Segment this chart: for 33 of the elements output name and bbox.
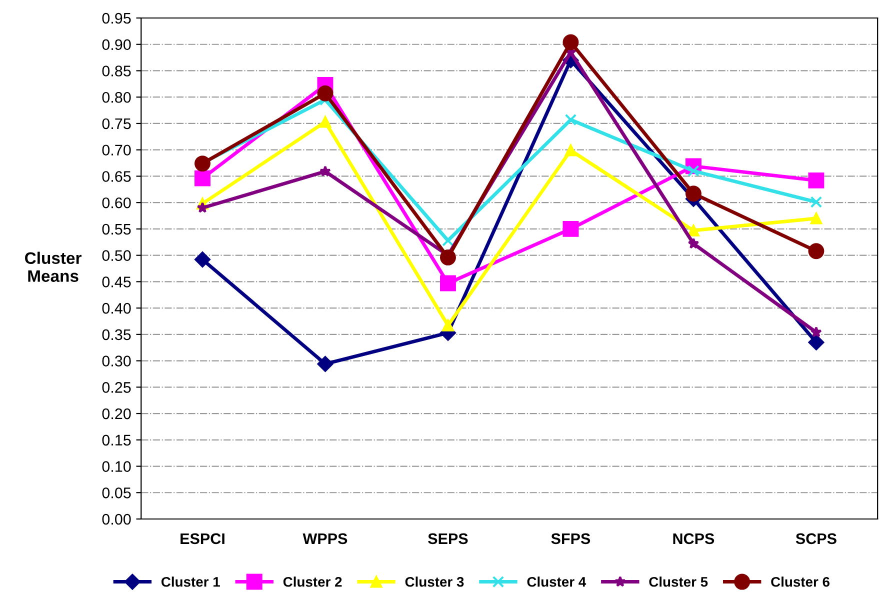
y-tick-label: 0.85: [102, 66, 131, 76]
y-tick-label: 0.90: [102, 39, 131, 50]
legend-label: Cluster 4: [527, 576, 586, 587]
x-tick-label: SFPS: [551, 533, 590, 544]
legend-label: Cluster 6: [771, 576, 830, 587]
y-tick-label: 0.70: [102, 144, 131, 156]
y-tick-label: 0.45: [102, 276, 131, 288]
legend-label: Cluster 1: [161, 576, 220, 587]
y-tick-label: 0.55: [102, 224, 131, 235]
y-axis-title: Cluster Means: [25, 252, 82, 282]
legend-label: Cluster 3: [405, 576, 464, 587]
legend-label: Cluster 5: [649, 576, 708, 587]
x-tick-label: WPPS: [302, 533, 348, 544]
y-tick-label: 0.15: [102, 434, 131, 446]
y-tick-label: 0.00: [102, 514, 131, 525]
x-tick-label: ESPCI: [180, 533, 224, 544]
y-tick-label: 0.10: [102, 461, 131, 472]
y-tick-label: 0.75: [102, 118, 131, 130]
y-tick-label: 0.20: [102, 408, 131, 420]
y-tick-label: 0.30: [102, 356, 131, 366]
y-tick-label: 0.80: [102, 92, 131, 103]
y-tick-label: 0.05: [102, 488, 131, 498]
y-tick-label: 0.50: [102, 250, 131, 261]
x-tick-label: NCPS: [673, 533, 714, 544]
y-tick-label: 0.95: [102, 12, 131, 24]
y-tick-label: 0.60: [102, 197, 131, 208]
y-tick-label: 0.40: [102, 302, 131, 314]
legend-label: Cluster 2: [283, 576, 342, 587]
y-tick-label: 0.65: [102, 171, 131, 182]
x-tick-label: SCPS: [796, 533, 836, 544]
y-tick-label: 0.25: [102, 382, 131, 393]
y-tick-label: 0.35: [102, 329, 131, 340]
x-tick-label: SEPS: [428, 533, 468, 544]
